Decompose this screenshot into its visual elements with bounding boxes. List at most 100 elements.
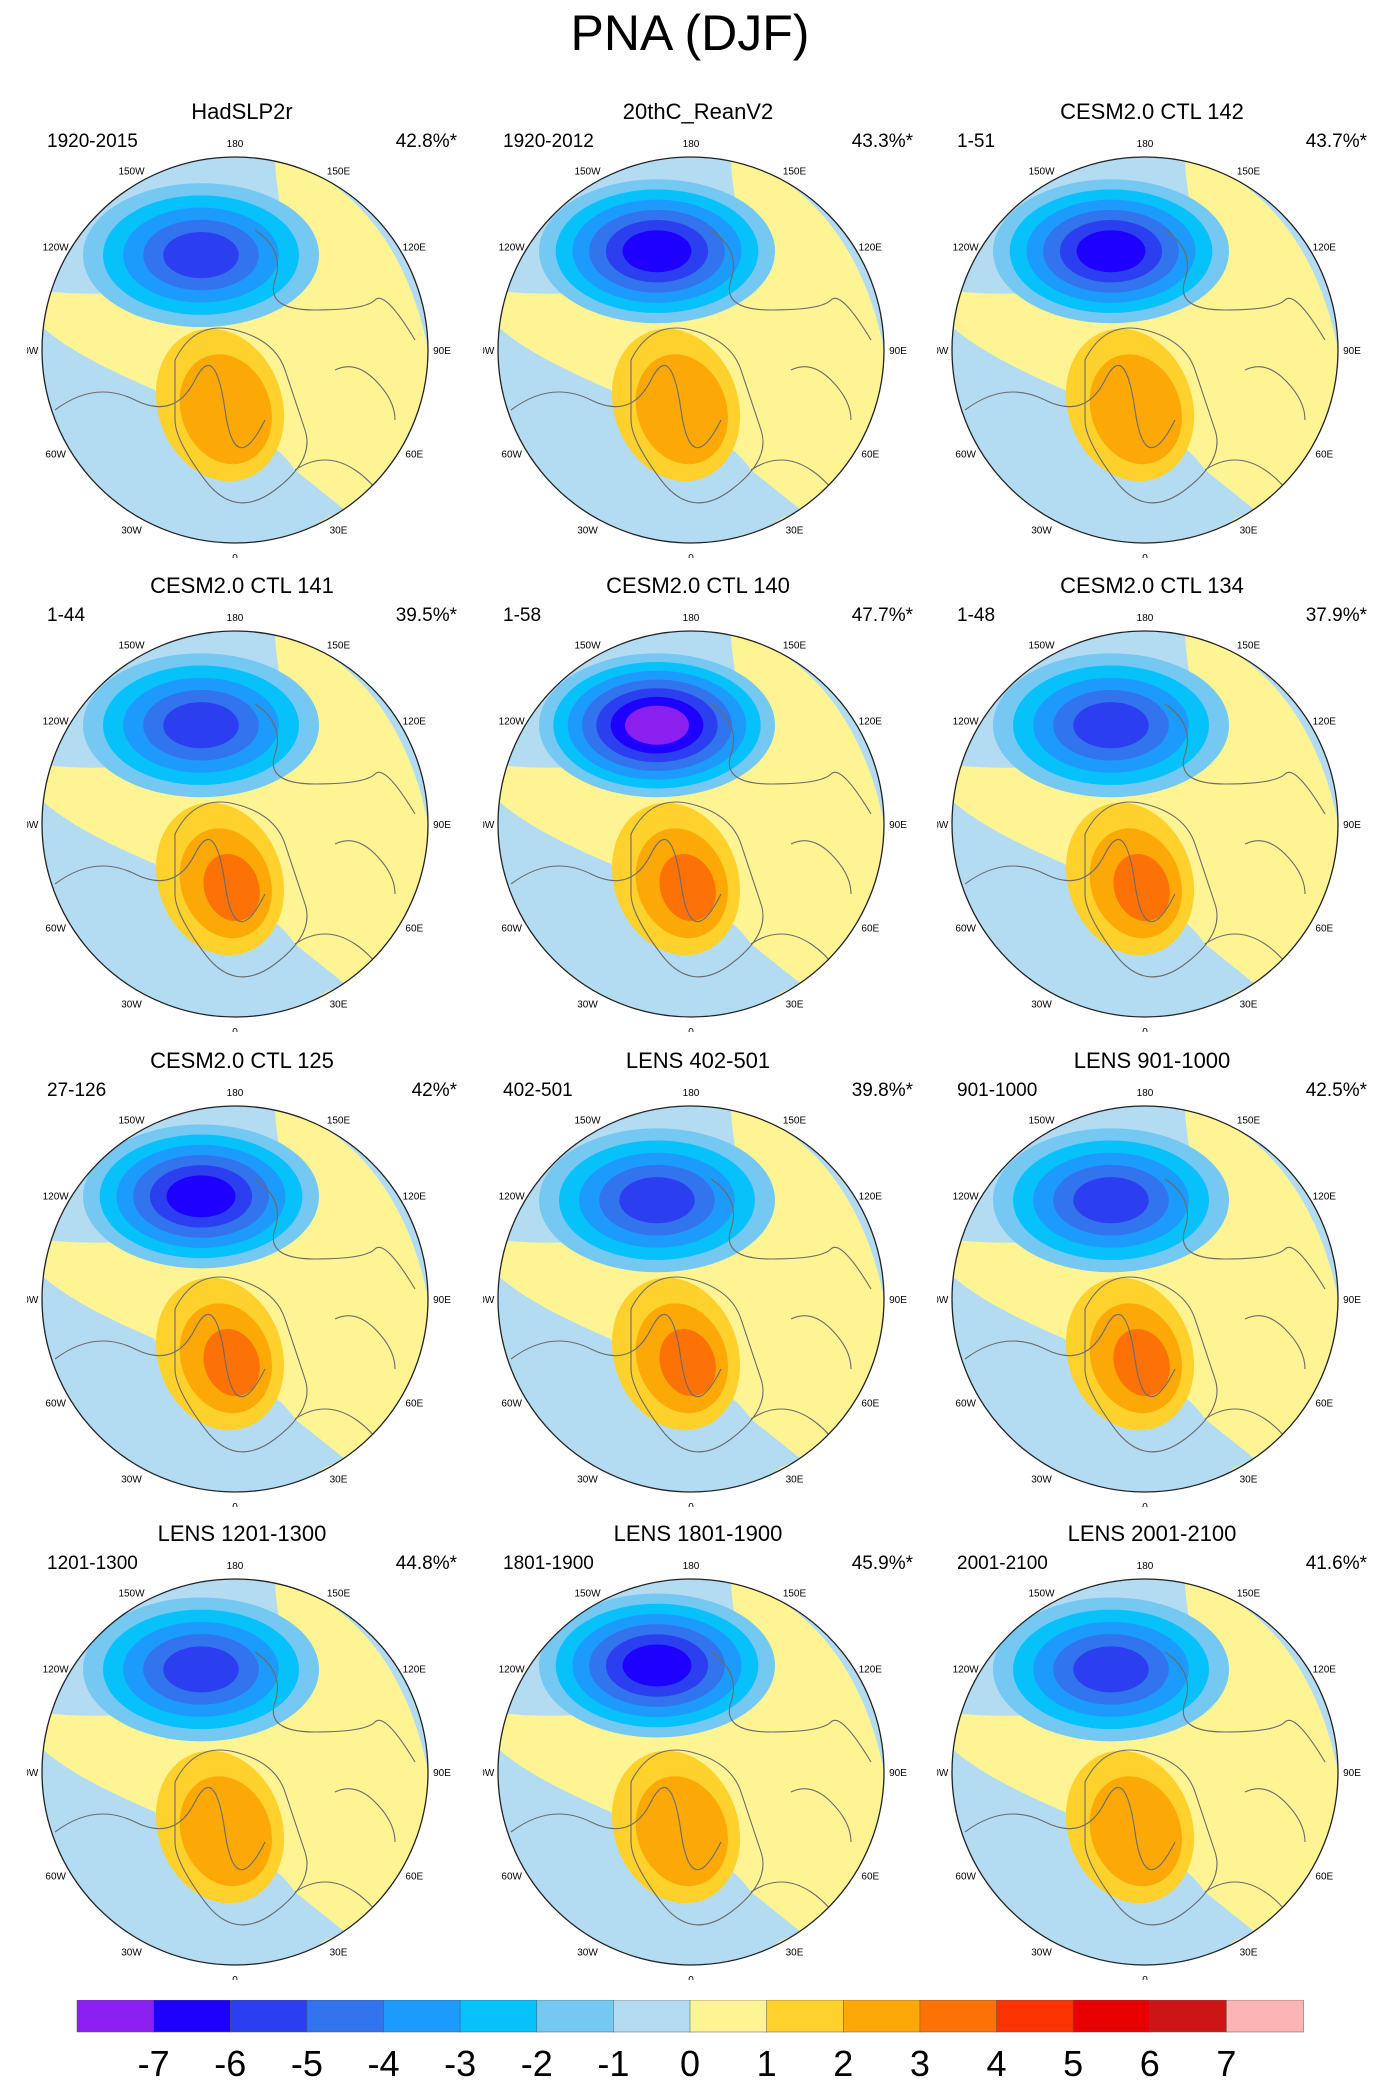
longitude-label: 30W bbox=[1031, 525, 1052, 536]
longitude-label: 30W bbox=[121, 1947, 142, 1958]
longitude-label: 180 bbox=[1137, 1561, 1154, 1572]
colorbar-bin bbox=[1226, 2000, 1304, 2033]
longitude-label: 60E bbox=[861, 1872, 879, 1883]
longitude-label: 30E bbox=[1240, 525, 1258, 536]
longitude-label: 0 bbox=[688, 1027, 694, 1032]
colorbar-bin bbox=[230, 2000, 308, 2033]
longitude-label: 60E bbox=[1315, 1872, 1333, 1883]
longitude-label: 30W bbox=[577, 525, 598, 536]
longitude-label: 30E bbox=[1240, 1947, 1258, 1958]
colorbar-bin bbox=[1072, 2000, 1151, 2033]
longitude-label: 150W bbox=[1028, 641, 1055, 652]
longitude-label: 60W bbox=[45, 1872, 66, 1883]
colorbar-tick-label: -1 bbox=[597, 2043, 629, 2084]
panel-period: 27-126 bbox=[47, 1080, 107, 1101]
high-pressure-contour bbox=[203, 853, 260, 922]
longitude-label: 120E bbox=[403, 717, 427, 728]
high-pressure-contour bbox=[635, 1776, 728, 1887]
high-pressure-contour bbox=[203, 1328, 260, 1397]
longitude-label: 120W bbox=[499, 243, 526, 254]
longitude-label: 90W bbox=[27, 820, 39, 831]
colorbar: -7 -6 -5 -4 -3 -2 -1 0 1 2 3 4 5 6 7 bbox=[76, 2000, 1304, 2084]
longitude-label: 150E bbox=[327, 1589, 351, 1600]
polar-map: 180 150E 120E 90E 60E 30E 0 30W 60W 90W 120W 150W bbox=[483, 1561, 907, 1980]
longitude-label: 120E bbox=[859, 1192, 883, 1203]
colorbar-tick-label: -4 bbox=[367, 2043, 399, 2084]
panel-period: 1920-2015 bbox=[47, 131, 138, 152]
longitude-label: 60W bbox=[501, 1399, 522, 1410]
longitude-label: 90E bbox=[1343, 346, 1361, 357]
panel-title: LENS 1201-1300 bbox=[157, 1521, 327, 1546]
longitude-label: 150E bbox=[327, 641, 351, 652]
longitude-label: 120E bbox=[403, 243, 427, 254]
low-pressure-contour bbox=[1073, 702, 1149, 749]
panel-period: 1-51 bbox=[957, 131, 996, 152]
longitude-label: 30E bbox=[786, 999, 804, 1010]
colorbar-tick-label: -6 bbox=[214, 2043, 246, 2084]
panel-title: CESM2.0 CTL 140 bbox=[606, 573, 790, 598]
low-pressure-contour bbox=[622, 1644, 692, 1687]
longitude-label: 180 bbox=[1137, 1088, 1154, 1099]
high-pressure-contour bbox=[1113, 1328, 1170, 1397]
longitude-label: 30W bbox=[1031, 999, 1052, 1010]
longitude-label: 150E bbox=[783, 167, 807, 178]
longitude-label: 90W bbox=[483, 346, 495, 357]
longitude-label: 120W bbox=[499, 1192, 526, 1203]
high-pressure-contour bbox=[1089, 354, 1182, 465]
longitude-label: 90E bbox=[889, 1768, 907, 1779]
longitude-label: 60W bbox=[45, 450, 66, 461]
colorbar-tick-label: 5 bbox=[1063, 2043, 1083, 2084]
panel-variance-percent: 42.5%* bbox=[1305, 1080, 1367, 1101]
panel-title: LENS 402-501 bbox=[625, 1048, 771, 1073]
longitude-label: 0 bbox=[1142, 1975, 1148, 1980]
longitude-label: 150E bbox=[1237, 167, 1261, 178]
longitude-label: 150W bbox=[574, 1116, 601, 1127]
longitude-label: 0 bbox=[232, 1027, 238, 1032]
longitude-label: 150E bbox=[1237, 1116, 1261, 1127]
high-pressure-contour bbox=[179, 1776, 272, 1887]
longitude-label: 30W bbox=[121, 1474, 142, 1485]
longitude-label: 60W bbox=[501, 450, 522, 461]
panel-variance-percent: 37.9%* bbox=[1305, 605, 1367, 626]
panel-title: CESM2.0 CTL 141 bbox=[150, 573, 334, 598]
longitude-label: 30E bbox=[330, 999, 348, 1010]
map-panel: CESM2.0 CTL 140 1-58 47.7%* 180 150E 120E 90E 6… bbox=[483, 572, 913, 1032]
polar-map: 180 150E 120E 90E 60E 30E 0 30W 60W 90W 120W 150W bbox=[483, 1088, 907, 1507]
map-boundary bbox=[951, 630, 1339, 1018]
polar-map: 180 150E 120E 90E 60E 30E 0 30W 60W 90W 120W 150W bbox=[27, 613, 451, 1032]
colorbar-tick-label: 7 bbox=[1216, 2043, 1236, 2084]
polar-map: 180 150E 120E 90E 60E 30E 0 30W 60W 90W 120W 150W bbox=[27, 139, 451, 558]
longitude-label: 120W bbox=[953, 1192, 980, 1203]
low-pressure-contour bbox=[163, 702, 239, 749]
longitude-label: 120W bbox=[43, 717, 70, 728]
map-panel: LENS 402-501 402-501 39.8%* 180 150E 120E 90E 6… bbox=[483, 1047, 913, 1507]
colorbar-bin bbox=[766, 2000, 844, 2033]
colorbar-bin bbox=[459, 2000, 538, 2033]
colorbar-tick-label: -2 bbox=[521, 2043, 553, 2084]
longitude-label: 0 bbox=[232, 1975, 238, 1980]
longitude-label: 120W bbox=[953, 243, 980, 254]
longitude-label: 30W bbox=[121, 525, 142, 536]
colorbar-bin bbox=[843, 2000, 921, 2033]
map-panel: LENS 901-1000 901-1000 42.5%* 180 150E 120E 90… bbox=[937, 1047, 1367, 1507]
longitude-label: 60E bbox=[861, 924, 879, 935]
panel-period: 1-58 bbox=[503, 605, 542, 626]
low-pressure-contour bbox=[1073, 1646, 1149, 1693]
high-pressure-contour bbox=[1113, 853, 1170, 922]
longitude-label: 30E bbox=[330, 1474, 348, 1485]
longitude-label: 30W bbox=[577, 1474, 598, 1485]
panel-variance-percent: 43.7%* bbox=[1305, 131, 1367, 152]
longitude-label: 90E bbox=[433, 820, 451, 831]
longitude-label: 180 bbox=[683, 139, 700, 150]
longitude-label: 60E bbox=[405, 1399, 423, 1410]
longitude-label: 0 bbox=[688, 553, 694, 558]
panel-period: 1920-2012 bbox=[503, 131, 594, 152]
longitude-label: 60E bbox=[861, 1399, 879, 1410]
panel-period: 402-501 bbox=[503, 1080, 573, 1101]
longitude-label: 30E bbox=[786, 525, 804, 536]
panel-title: LENS 901-1000 bbox=[1073, 1048, 1231, 1073]
longitude-label: 90W bbox=[937, 346, 949, 357]
longitude-label: 60E bbox=[1315, 924, 1333, 935]
longitude-label: 120W bbox=[953, 717, 980, 728]
map-boundary bbox=[497, 1105, 885, 1493]
